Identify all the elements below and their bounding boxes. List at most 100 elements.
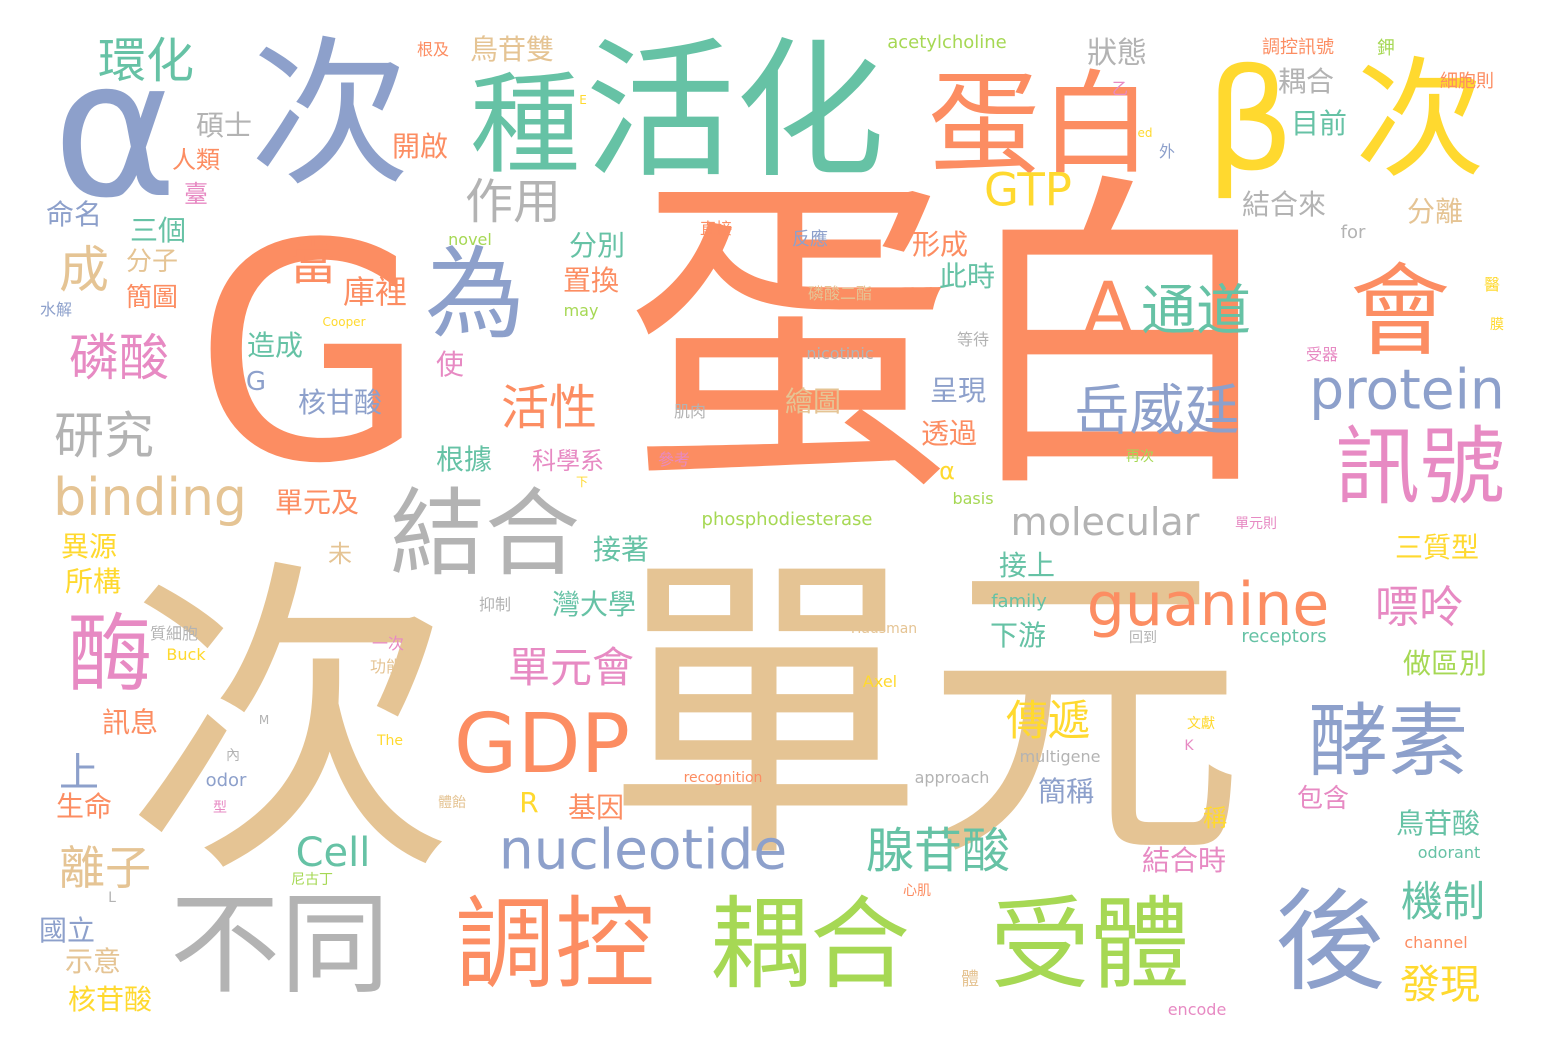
cloud-word: 體飴 [438,795,466,811]
cloud-word: 目前 [1290,107,1348,140]
cloud-word: approach [914,768,990,787]
cloud-word: 做區別 [1402,647,1488,680]
cloud-word: 作用 [464,174,562,230]
cloud-word: 接著 [592,533,650,566]
cloud-word: 分離 [1406,195,1464,228]
cloud-word: 蛋白 [625,148,1285,532]
cloud-word: 上 [59,750,99,796]
cloud-word: 簡稱 [1037,775,1095,808]
cloud-word: 發現 [1400,962,1480,1008]
cloud-word: 生命 [55,790,113,823]
cloud-word: 根及 [416,40,450,59]
cloud-word: 抑制 [478,595,512,614]
cloud-word: family [991,591,1047,612]
cloud-word: 活化 [584,25,886,199]
cloud-word: 肌肉 [673,402,707,421]
cloud-word: 形成 [911,228,969,261]
cloud-word: 國立 [38,914,96,947]
cloud-word: α [52,19,178,240]
cloud-word: 研究 [54,407,154,465]
cloud-word: receptors [1241,626,1327,647]
cloud-word: 調控 [455,886,655,1003]
cloud-word: 當 [288,235,338,291]
cloud-word: 次 [249,21,411,208]
cloud-word: K [1184,738,1194,754]
cloud-word: 科學系 [532,447,604,475]
cloud-word: 機制 [1400,877,1486,926]
cloud-word: 呈現 [929,374,987,407]
cloud-word: 次 [1354,44,1486,196]
cloud-word: odorant [1417,843,1481,862]
cloud-word: 下游 [989,619,1047,652]
cloud-word: 反應 [792,229,828,250]
cloud-word: may [563,301,599,320]
cloud-word: acetylcholine [887,32,1007,53]
cloud-word: Cell [295,830,371,876]
cloud-word: 包含 [1296,784,1350,814]
cloud-word: 為 [425,236,525,353]
cloud-word: 腺苷酸 [865,823,1011,879]
cloud-word: nucleotide [498,817,788,882]
cloud-word: Axel [862,672,898,691]
cloud-word: 碩士 [195,109,253,142]
cloud-word: 文獻 [1187,716,1215,732]
cloud-word: 參考 [657,450,691,469]
cloud-word: 嘌呤 [1375,582,1463,633]
cloud-word: 異源 [60,530,118,563]
cloud-word: R [519,786,539,819]
cloud-word: ed [1137,126,1153,140]
cloud-word: L [108,890,116,906]
cloud-word: 耦合 [710,886,910,1003]
cloud-word: novel [448,230,492,249]
cloud-word: 細胞則 [1440,71,1494,92]
cloud-word: 水解 [39,300,73,319]
cloud-word: G [245,367,267,397]
cloud-word: 三質型 [1394,531,1480,564]
cloud-word: phosphodiesterase [701,509,873,530]
cloud-word: 再次 [1126,449,1154,465]
cloud-word: 功能 [369,657,403,676]
cloud-word: 通道 [1140,278,1252,343]
cloud-word: 核苷酸 [67,983,153,1016]
cloud-word: odor [205,770,247,791]
cloud-word: 環化 [97,33,195,89]
cloud-word: 結合 [389,479,581,590]
cloud-word: 傳遞 [1005,696,1091,745]
cloud-word: 造成 [246,329,304,362]
cloud-word: 稱 [1203,804,1227,832]
cloud-word: The [376,733,404,749]
cloud-word: Hausman [850,621,918,637]
cloud-word: 命名 [45,198,103,231]
cloud-word: M [258,713,270,727]
cloud-word: 後 [1275,878,1385,1006]
cloud-word: 單元及 [274,486,360,519]
cloud-word: binding [53,468,247,528]
cloud-word: 置換 [562,264,620,297]
cloud-word: recognition [683,770,763,786]
cloud-word: 醫 [1483,275,1501,294]
cloud-word: 質細胞 [149,624,199,643]
cloud-word: 磷酸二酯 [807,284,873,303]
cloud-word: GTP [984,163,1072,217]
cloud-word: 次 [125,533,455,917]
cloud-word: 鉀 [1377,38,1395,59]
cloud-word: G [193,180,427,529]
cloud-word: E [579,93,587,107]
cloud-word: Cooper [322,315,366,329]
cloud-word: 狀態 [1087,36,1147,71]
cloud-word: 示意 [64,945,122,978]
cloud-word: 蛋白 [928,60,1152,190]
cloud-word: 酵素 [1308,695,1468,788]
cloud-word: nicotinic [806,344,874,363]
cloud-word: 使 [435,348,465,381]
cloud-word: 所構 [64,565,122,598]
cloud-word: 結合時 [1141,844,1227,877]
cloud-word: 鳥苷酸 [1395,807,1481,840]
cloud-word: 訊號 [1334,418,1506,518]
cloud-word: 下 [575,475,589,489]
cloud-word: 內 [226,748,240,764]
cloud-word: α [939,457,955,485]
cloud-word: β [1205,40,1295,203]
cloud-word: 受器 [1305,345,1339,364]
